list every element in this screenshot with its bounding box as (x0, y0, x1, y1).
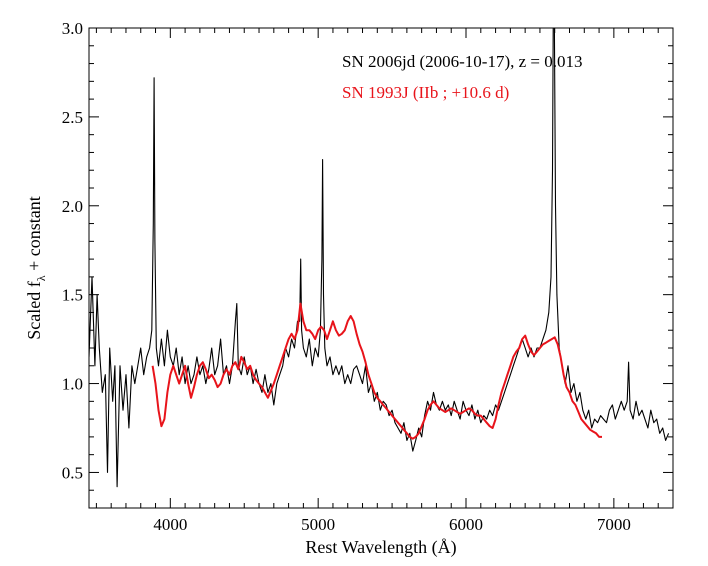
y-tick-label: 1.0 (62, 375, 83, 394)
axis-ticks (89, 27, 674, 508)
y-tick-label: 1.5 (62, 286, 83, 305)
axis-tick-labels: 4000 5000 6000 7000 0.5 1.0 1.5 2.0 2.5 3.0 (62, 19, 631, 534)
x-tick-label: 5000 (301, 515, 335, 534)
legend-entry-sn1993j: SN 1993J (IIb ; +10.6 d) (342, 83, 509, 102)
series-line-sn1993j (151, 302, 602, 440)
x-axis-label: Rest Wavelength (Å) (305, 537, 456, 558)
x-tick-label: 4000 (153, 515, 187, 534)
y-axis-label: Scaled fλ + constant (24, 196, 48, 339)
y-tick-label: 0.5 (62, 463, 83, 482)
x-tick-label: 6000 (449, 515, 483, 534)
x-tick-label: 7000 (597, 515, 631, 534)
y-tick-label: 3.0 (62, 19, 83, 38)
legend-entry-sn2006jd: SN 2006jd (2006-10-17), z = 0.013 (342, 52, 582, 71)
plot-frame (88, 27, 674, 509)
series-layer (89, 28, 670, 488)
series-line-sn2006jd (89, 28, 670, 488)
y-tick-label: 2.5 (62, 108, 83, 127)
y-tick-label: 2.0 (62, 197, 83, 216)
